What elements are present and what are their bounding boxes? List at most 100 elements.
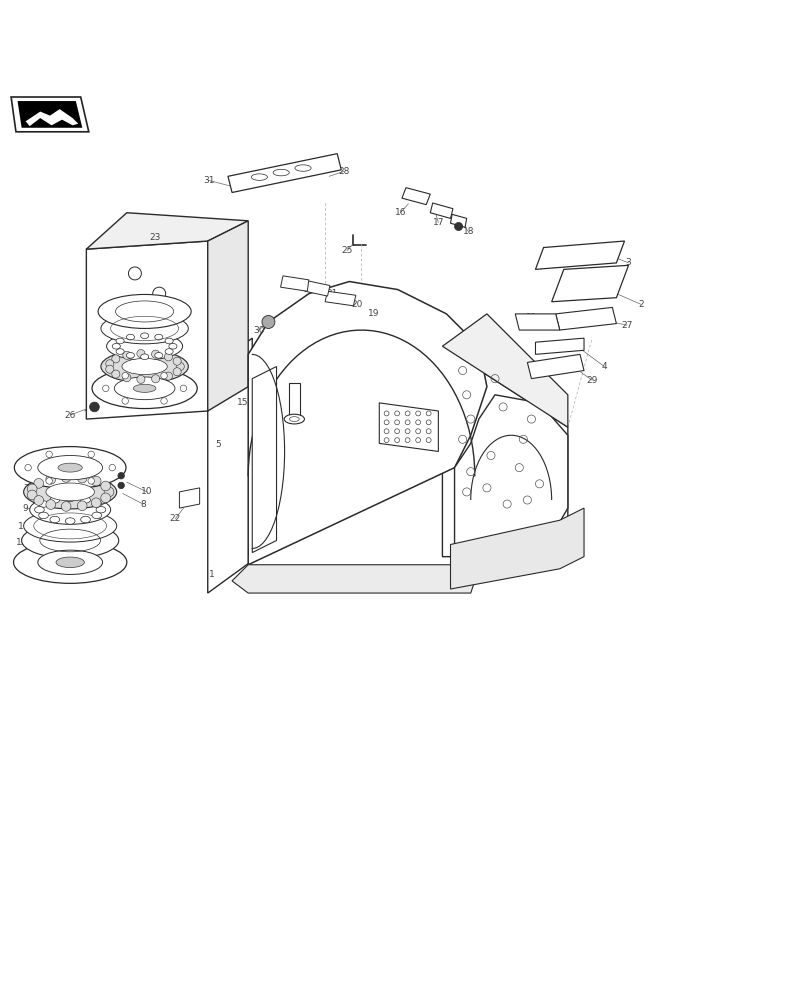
Ellipse shape xyxy=(65,495,75,502)
Ellipse shape xyxy=(39,501,49,507)
Ellipse shape xyxy=(140,354,148,360)
Ellipse shape xyxy=(155,334,163,340)
Ellipse shape xyxy=(122,358,167,375)
Circle shape xyxy=(101,481,110,491)
Text: 25: 25 xyxy=(341,246,352,255)
Text: 2: 2 xyxy=(637,300,642,309)
Text: 28: 28 xyxy=(337,167,349,176)
Circle shape xyxy=(118,472,124,479)
Circle shape xyxy=(88,451,94,458)
Circle shape xyxy=(105,365,114,373)
Text: 13: 13 xyxy=(115,563,127,572)
Polygon shape xyxy=(430,203,453,218)
Polygon shape xyxy=(252,366,277,553)
Circle shape xyxy=(180,385,187,392)
Polygon shape xyxy=(86,241,208,419)
Text: 1: 1 xyxy=(208,570,214,579)
Circle shape xyxy=(122,398,128,404)
Ellipse shape xyxy=(106,332,182,360)
Text: 3: 3 xyxy=(625,258,631,267)
Polygon shape xyxy=(555,307,616,330)
Ellipse shape xyxy=(46,483,94,501)
Polygon shape xyxy=(442,314,567,427)
Ellipse shape xyxy=(127,353,135,358)
Text: 31: 31 xyxy=(525,313,537,322)
Ellipse shape xyxy=(15,447,126,489)
Text: 16: 16 xyxy=(394,208,406,217)
Ellipse shape xyxy=(92,512,101,519)
Circle shape xyxy=(104,487,114,497)
Ellipse shape xyxy=(80,497,90,503)
Circle shape xyxy=(122,374,131,382)
Text: 4: 4 xyxy=(601,362,607,371)
Circle shape xyxy=(164,372,172,380)
Circle shape xyxy=(152,375,160,383)
Text: 24: 24 xyxy=(113,563,124,572)
Circle shape xyxy=(109,464,115,471)
Ellipse shape xyxy=(169,343,177,349)
Polygon shape xyxy=(304,281,329,296)
Circle shape xyxy=(152,350,160,358)
Circle shape xyxy=(105,360,114,368)
Text: 11: 11 xyxy=(19,522,30,531)
Ellipse shape xyxy=(50,497,59,503)
Text: 18: 18 xyxy=(462,227,474,236)
Text: 27: 27 xyxy=(620,321,632,330)
Text: 20: 20 xyxy=(351,300,363,309)
Circle shape xyxy=(89,402,99,412)
Circle shape xyxy=(118,482,124,489)
Text: 26: 26 xyxy=(64,411,75,420)
Ellipse shape xyxy=(38,550,102,574)
Ellipse shape xyxy=(133,384,156,392)
Text: 9: 9 xyxy=(23,504,28,513)
Ellipse shape xyxy=(58,463,82,472)
Circle shape xyxy=(46,500,55,509)
Text: 15: 15 xyxy=(237,398,248,407)
Text: 10: 10 xyxy=(141,487,152,496)
Circle shape xyxy=(101,493,110,503)
Text: 31: 31 xyxy=(203,176,214,185)
Circle shape xyxy=(122,351,131,359)
Ellipse shape xyxy=(92,501,101,507)
Ellipse shape xyxy=(140,333,148,339)
Text: 21: 21 xyxy=(325,289,337,298)
Circle shape xyxy=(46,451,52,458)
Circle shape xyxy=(28,490,37,500)
Circle shape xyxy=(137,350,145,358)
Ellipse shape xyxy=(22,523,118,558)
Text: 8: 8 xyxy=(140,500,146,509)
Ellipse shape xyxy=(30,495,110,524)
Ellipse shape xyxy=(56,557,84,568)
Polygon shape xyxy=(208,221,248,411)
Circle shape xyxy=(164,353,172,361)
Polygon shape xyxy=(454,395,567,581)
Circle shape xyxy=(91,498,101,508)
Ellipse shape xyxy=(98,294,191,328)
Text: 22: 22 xyxy=(169,514,181,523)
Polygon shape xyxy=(232,565,474,593)
Circle shape xyxy=(173,357,181,365)
Circle shape xyxy=(88,478,94,484)
Ellipse shape xyxy=(284,414,304,424)
Ellipse shape xyxy=(101,350,188,383)
Text: 6: 6 xyxy=(29,463,35,472)
Circle shape xyxy=(28,484,37,494)
FancyBboxPatch shape xyxy=(288,383,299,419)
Polygon shape xyxy=(450,508,583,589)
Circle shape xyxy=(77,473,87,483)
Ellipse shape xyxy=(116,338,124,344)
Circle shape xyxy=(137,375,145,383)
Circle shape xyxy=(34,496,44,505)
Polygon shape xyxy=(534,241,624,269)
Ellipse shape xyxy=(165,338,173,344)
Polygon shape xyxy=(379,403,438,451)
Text: 5: 5 xyxy=(215,440,221,449)
Text: 17: 17 xyxy=(432,218,444,227)
Circle shape xyxy=(25,464,32,471)
Ellipse shape xyxy=(127,334,135,340)
Circle shape xyxy=(77,501,87,511)
Ellipse shape xyxy=(165,349,173,354)
Ellipse shape xyxy=(101,313,188,344)
Circle shape xyxy=(34,478,44,488)
Polygon shape xyxy=(551,265,628,302)
